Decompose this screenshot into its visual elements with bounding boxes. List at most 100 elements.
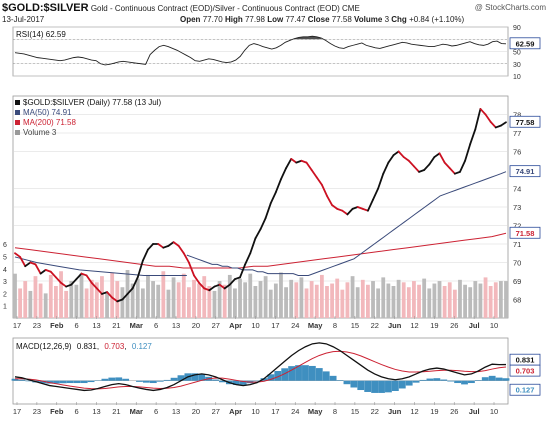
x-tick-label: 17 — [13, 407, 21, 416]
signal-badge-box — [509, 364, 541, 377]
price-x-axis: 17 23 Feb 6 13 21 Mar 6 13 20 27 Apr 10 17 24 May 8 15 22 J… — [13, 316, 498, 330]
histogram-bar — [343, 380, 351, 385]
price-segment — [162, 244, 170, 249]
histogram-bar — [274, 371, 282, 381]
macd-legend-v2: 0.703 — [104, 342, 125, 351]
histogram-bar — [25, 380, 33, 382]
x-tick-label: 19 — [430, 407, 438, 416]
rsi-tick-label: 90 — [513, 25, 521, 32]
x-tick-label: 17 — [271, 321, 279, 330]
histogram-bar — [163, 379, 171, 381]
volume-bar — [309, 281, 314, 318]
x-tick-label: 13 — [92, 321, 100, 330]
volume-bar — [360, 279, 365, 318]
rsi-tick-label: 10 — [513, 74, 521, 81]
x-tick-label: 15 — [351, 321, 359, 330]
histogram-bar — [405, 380, 413, 386]
histogram-bar — [426, 378, 434, 381]
price-segment — [402, 156, 410, 162]
price-segment — [341, 209, 349, 216]
ma50-badge-box — [509, 165, 541, 178]
volume-bar — [427, 288, 432, 318]
macd-legend-v3: 0.127 — [132, 342, 153, 351]
volume-bar — [340, 289, 345, 318]
histogram-bar — [73, 380, 81, 384]
histogram-bar — [308, 365, 316, 381]
x-tick-label: Mar — [130, 407, 143, 416]
volume-bar — [161, 271, 166, 318]
x-tick-label: Jul — [469, 321, 480, 330]
macd-line — [14, 342, 507, 392]
volume-bar — [181, 273, 186, 318]
volume-bar — [355, 287, 360, 318]
price-segment — [208, 285, 216, 292]
histogram-bar — [267, 374, 275, 381]
volume-bar — [279, 272, 283, 318]
price-tick-label: 73 — [513, 203, 521, 212]
histogram-bar — [177, 375, 185, 381]
price-panel: 78 77 76 74 73 72 71 70 69 68 6 5 4 3 2 1 $GOLD:$SILVER… — [3, 95, 521, 319]
price-segment — [172, 241, 180, 247]
price-segment — [75, 272, 83, 281]
x-tick-label: Feb — [50, 407, 64, 416]
x-tick-label: 6 — [154, 321, 158, 330]
histogram-bar — [350, 380, 358, 388]
histogram-bar — [385, 380, 392, 393]
volume-bar — [376, 288, 381, 318]
histogram-bar — [219, 380, 226, 383]
histogram-badge: 0.127 — [516, 386, 535, 395]
price-segment — [499, 121, 507, 127]
price-segment — [418, 169, 426, 173]
histogram-bar — [281, 368, 289, 381]
macd-histogram — [11, 365, 510, 393]
high-value: 77.98 — [244, 15, 265, 24]
price-segment — [80, 272, 88, 277]
volume-bar — [263, 276, 268, 318]
price-segment — [39, 268, 47, 275]
volume-bar — [89, 279, 94, 318]
histogram-bar — [419, 379, 427, 381]
volume-bar — [268, 289, 273, 318]
volume-bar — [23, 281, 28, 318]
x-tick-label: Apr — [229, 321, 242, 330]
price-segment — [305, 161, 313, 171]
price-tick-label: 68 — [513, 296, 521, 305]
macd-x-axis: 17 23 Feb 6 13 21 Mar 6 13 20 27 Apr 10 17 24 May 8 15 22 J… — [13, 402, 498, 416]
volume-bar — [401, 282, 406, 318]
price-segment — [474, 108, 482, 131]
rsi-badge: 62.59 — [516, 39, 535, 48]
histogram-bar — [212, 379, 219, 381]
price-segment — [351, 206, 359, 210]
volume-bar — [386, 283, 391, 318]
price-segment — [60, 281, 68, 288]
macd-legend: MACD(12,26,9) 0.831, 0.703, 0.127 — [16, 342, 152, 351]
volume-bar — [100, 276, 104, 318]
price-segment — [428, 156, 436, 166]
volume-bar — [396, 279, 401, 318]
price-segment — [177, 244, 185, 255]
price-segment — [469, 128, 477, 146]
x-tick-label: 13 — [172, 407, 180, 416]
histogram-bar — [198, 374, 206, 381]
x-tick-label: 17 — [13, 321, 21, 330]
x-tick-label: 6 — [75, 407, 79, 416]
x-tick-label: 12 — [410, 407, 418, 416]
volume-bar — [371, 281, 375, 318]
price-segment — [49, 270, 57, 279]
signal-badge: 0.703 — [516, 367, 535, 376]
volume-bar — [350, 276, 355, 318]
price-tick-label: 70 — [513, 259, 521, 268]
volume-bar — [504, 281, 508, 318]
price-tick-label: 76 — [513, 148, 521, 157]
x-tick-label: May — [308, 321, 323, 330]
x-tick-label: 10 — [490, 407, 498, 416]
symbol-title: $GOLD:$SILVER — [2, 2, 89, 14]
volume-bar — [468, 287, 473, 318]
price-segment — [361, 207, 369, 212]
histogram-bar — [336, 380, 344, 381]
price-badge: 77.58 — [516, 118, 535, 127]
volume-bar — [192, 279, 196, 318]
price-segment — [464, 143, 472, 162]
price-marks — [14, 108, 507, 303]
price-segment — [295, 159, 303, 164]
